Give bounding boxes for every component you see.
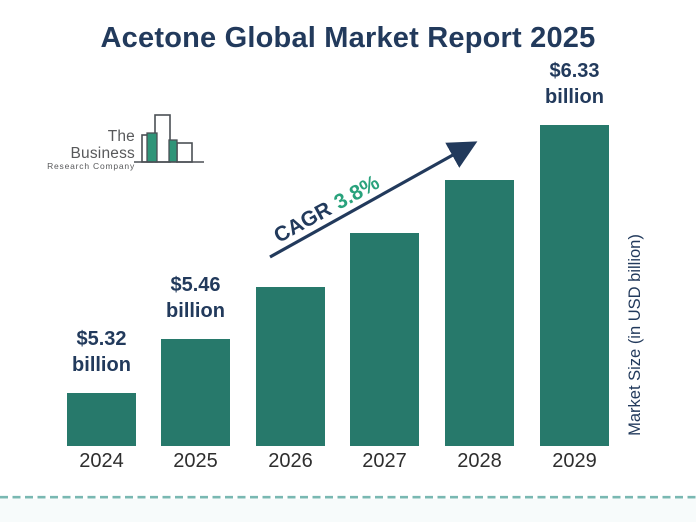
page-title: Acetone Global Market Report 2025: [100, 22, 596, 54]
x-tick-2025: 2025: [173, 450, 218, 472]
value-label-2024: $5.32 billion: [72, 328, 131, 376]
bar-2027: [350, 233, 419, 446]
bar-2029: [540, 125, 609, 446]
bar-2028: [445, 180, 514, 446]
dashed-divider-line: [0, 495, 696, 499]
x-tick-2024: 2024: [79, 450, 124, 472]
value-label-2029: $6.33 billion: [545, 60, 604, 108]
value-label-2025: $5.46 billion: [166, 274, 225, 322]
x-tick-2029: 2029: [552, 450, 597, 472]
bar-2026: [256, 287, 325, 446]
footer-strip: [0, 499, 696, 522]
x-tick-2027: 2027: [362, 450, 407, 472]
bar-2024: [67, 393, 136, 446]
logo-text: The Business Research Company: [45, 128, 135, 171]
bar-chart-logo-icon: [134, 114, 204, 163]
growth-arrow-icon: [269, 141, 478, 259]
company-logo: The Business Research Company: [45, 110, 205, 172]
x-tick-2028: 2028: [457, 450, 502, 472]
logo-subname: Research Company: [47, 161, 135, 171]
bar-2025: [161, 339, 230, 446]
x-tick-2026: 2026: [268, 450, 313, 472]
y-axis-label: Market Size (in USD billion): [626, 234, 644, 436]
logo-name: The Business: [70, 128, 135, 162]
